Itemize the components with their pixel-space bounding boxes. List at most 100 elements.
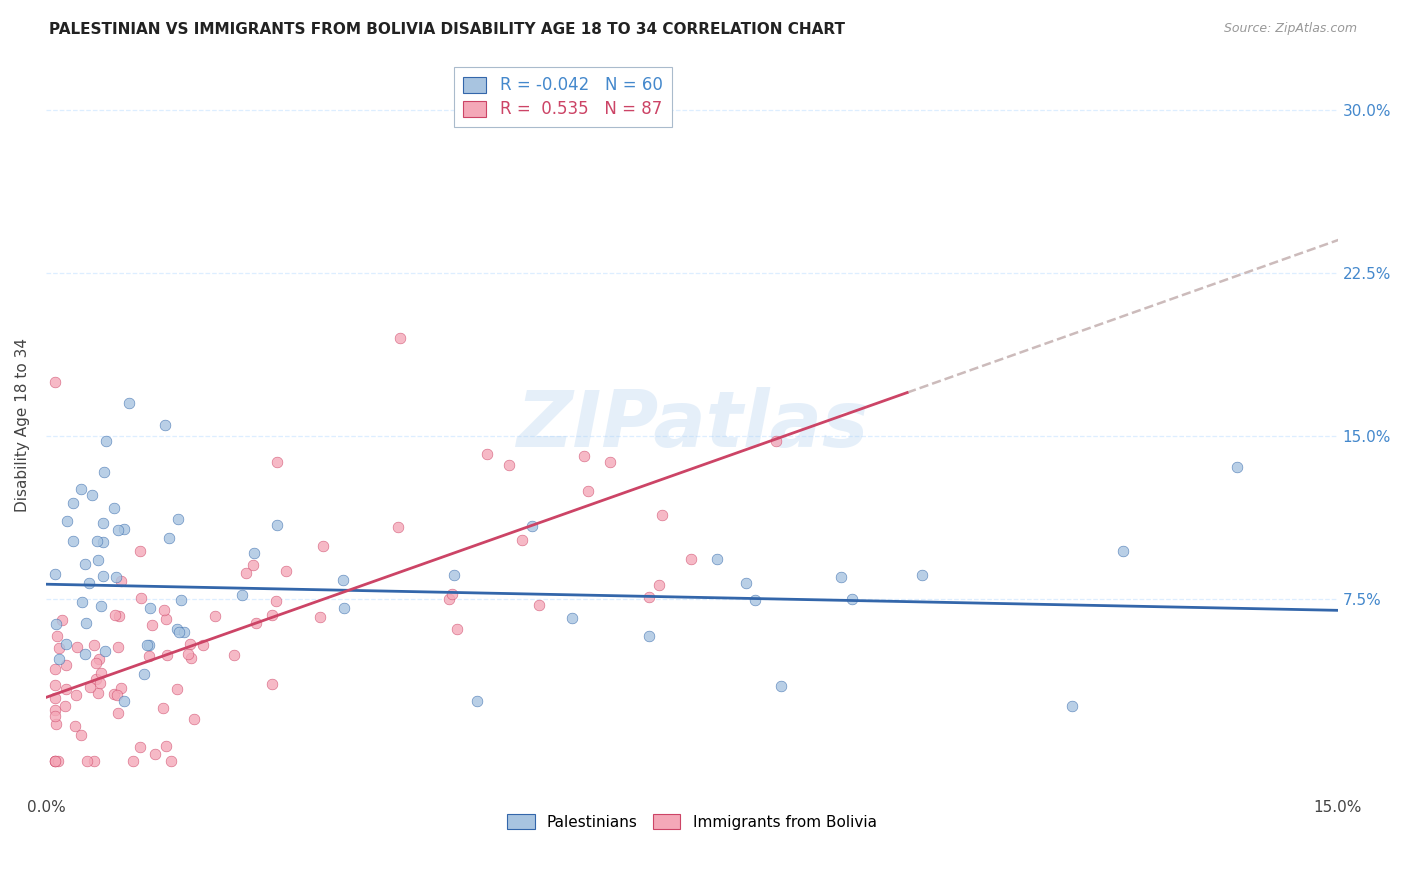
Point — [166, 682, 188, 697]
Point — [53, 698, 76, 713]
Point — [138, 648, 160, 663]
Point — [94, 434, 117, 448]
Point — [734, 576, 756, 591]
Point — [1226, 459, 1249, 474]
Point — [529, 599, 551, 613]
Point — [443, 568, 465, 582]
Point — [180, 651, 202, 665]
Point — [599, 455, 621, 469]
Point — [572, 449, 595, 463]
Point — [235, 566, 257, 581]
Point — [264, 593, 287, 607]
Point — [681, 552, 703, 566]
Point — [177, 648, 200, 662]
Point — [770, 680, 793, 694]
Point — [62, 533, 84, 548]
Point — [110, 681, 132, 695]
Point — [744, 593, 766, 607]
Point — [87, 553, 110, 567]
Point — [841, 591, 863, 606]
Point — [170, 592, 193, 607]
Point — [118, 396, 141, 410]
Point — [446, 622, 468, 636]
Point — [561, 611, 583, 625]
Point — [510, 533, 533, 547]
Point — [44, 690, 66, 705]
Point — [260, 608, 283, 623]
Point — [46, 754, 69, 768]
Point — [48, 651, 70, 665]
Point — [138, 639, 160, 653]
Point — [44, 754, 66, 768]
Point — [122, 754, 145, 768]
Point — [648, 578, 671, 592]
Point — [45, 617, 67, 632]
Point — [93, 465, 115, 479]
Point — [1062, 699, 1084, 714]
Point — [155, 739, 177, 753]
Point — [103, 687, 125, 701]
Point — [73, 647, 96, 661]
Point — [143, 747, 166, 761]
Point — [44, 754, 66, 768]
Point — [69, 483, 91, 497]
Point — [44, 375, 66, 389]
Point — [155, 612, 177, 626]
Point — [105, 569, 128, 583]
Point — [104, 607, 127, 622]
Point — [276, 564, 298, 578]
Point — [86, 686, 108, 700]
Point — [911, 567, 934, 582]
Point — [155, 648, 177, 663]
Point — [129, 543, 152, 558]
Point — [465, 693, 488, 707]
Point — [132, 666, 155, 681]
Point — [66, 640, 89, 654]
Legend: Palestinians, Immigrants from Bolivia: Palestinians, Immigrants from Bolivia — [501, 808, 883, 836]
Point — [387, 520, 409, 534]
Point — [48, 640, 70, 655]
Point — [93, 644, 115, 658]
Point — [91, 535, 114, 549]
Point — [179, 636, 201, 650]
Point — [65, 688, 87, 702]
Point — [90, 599, 112, 613]
Text: Source: ZipAtlas.com: Source: ZipAtlas.com — [1223, 22, 1357, 36]
Point — [86, 534, 108, 549]
Point — [89, 676, 111, 690]
Point — [706, 552, 728, 566]
Point — [46, 629, 69, 643]
Point — [93, 568, 115, 582]
Point — [108, 608, 131, 623]
Point — [56, 514, 79, 528]
Point — [84, 672, 107, 686]
Point — [477, 447, 499, 461]
Point — [107, 523, 129, 537]
Point — [637, 591, 659, 605]
Point — [312, 539, 335, 553]
Point — [82, 488, 104, 502]
Point — [173, 625, 195, 640]
Point — [107, 706, 129, 721]
Point — [388, 331, 411, 345]
Point — [63, 719, 86, 733]
Point — [157, 531, 180, 545]
Point — [75, 558, 97, 572]
Point — [75, 615, 97, 630]
Point — [155, 418, 177, 433]
Point — [159, 754, 181, 768]
Point — [139, 601, 162, 615]
Point — [44, 754, 66, 768]
Text: ZIPatlas: ZIPatlas — [516, 387, 868, 463]
Point — [44, 703, 66, 717]
Point — [243, 546, 266, 560]
Point — [830, 570, 852, 584]
Point — [332, 574, 354, 588]
Point — [224, 648, 246, 662]
Point — [103, 501, 125, 516]
Point — [266, 517, 288, 532]
Point — [152, 700, 174, 714]
Point — [245, 616, 267, 631]
Point — [141, 617, 163, 632]
Point — [440, 587, 463, 601]
